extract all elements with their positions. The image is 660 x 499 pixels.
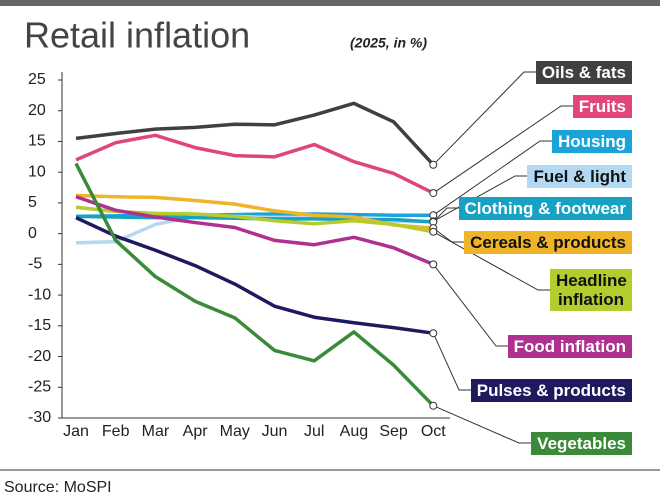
end-marker bbox=[429, 401, 438, 410]
x-tick-label: Feb bbox=[102, 423, 130, 440]
series-line bbox=[75, 133, 435, 195]
series-line bbox=[75, 101, 435, 166]
x-tick-label: Jul bbox=[304, 423, 324, 440]
legend-label: Housing bbox=[552, 129, 632, 153]
y-tick-label: 0 bbox=[28, 225, 37, 242]
legend-label: Fruits bbox=[572, 94, 632, 118]
y-tick-label: 25 bbox=[28, 71, 46, 88]
legend-connector bbox=[433, 140, 552, 216]
end-marker bbox=[429, 189, 438, 198]
series-line bbox=[75, 216, 434, 335]
end-marker bbox=[429, 160, 438, 169]
y-tick-label: -25 bbox=[28, 378, 51, 395]
legend-connector bbox=[432, 207, 459, 223]
end-marker bbox=[429, 329, 438, 338]
y-tick-label: -15 bbox=[28, 317, 51, 334]
subtitle: (2025, in %) bbox=[350, 35, 427, 51]
legend-label: Oils & fats bbox=[535, 60, 632, 84]
legend-label: Food inflation bbox=[507, 334, 632, 358]
y-tick-label: -5 bbox=[28, 256, 42, 273]
end-marker bbox=[429, 227, 438, 236]
y-tick-label: 20 bbox=[28, 102, 46, 119]
series-line bbox=[74, 162, 435, 407]
x-tick-label: May bbox=[220, 423, 250, 440]
y-tick-label: 5 bbox=[28, 194, 37, 211]
legend-connector bbox=[433, 105, 573, 194]
series-line bbox=[75, 195, 434, 266]
x-tick-label: Oct bbox=[421, 423, 446, 440]
legend-label: Vegetables bbox=[531, 431, 632, 455]
legend-connector bbox=[433, 405, 531, 444]
x-tick-label: Apr bbox=[183, 423, 209, 440]
legend-connector bbox=[432, 264, 508, 347]
y-tick-label: 15 bbox=[28, 133, 46, 150]
series-line bbox=[75, 212, 434, 219]
x-tick-label: Jan bbox=[63, 423, 89, 440]
legend-label: Fuel & light bbox=[527, 164, 632, 188]
legend-label: Clothing & footwear bbox=[458, 196, 632, 220]
source: Source: MoSPI bbox=[4, 479, 112, 496]
y-tick-label: 10 bbox=[28, 163, 46, 180]
y-tick-label: -30 bbox=[28, 409, 51, 426]
legend-label: Cereals & products bbox=[464, 230, 632, 254]
legend-connector bbox=[432, 332, 471, 391]
end-marker bbox=[429, 260, 438, 269]
legend-label: Headline inflation bbox=[550, 269, 632, 311]
top-bar bbox=[0, 0, 660, 6]
x-tick-label: Aug bbox=[340, 423, 368, 440]
chart-title: Retail inflation bbox=[24, 15, 250, 56]
y-tick-label: -20 bbox=[28, 348, 51, 365]
x-tick-label: Mar bbox=[142, 423, 170, 440]
y-tick-label: -10 bbox=[28, 286, 51, 303]
legend-label: Pulses & products bbox=[470, 378, 632, 402]
legend-connector bbox=[432, 71, 536, 166]
x-tick-label: Jun bbox=[262, 423, 288, 440]
x-tick-label: Sep bbox=[379, 423, 408, 440]
